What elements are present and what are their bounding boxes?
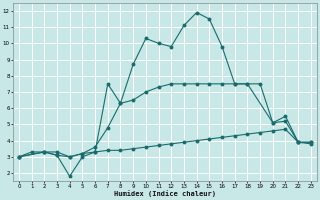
X-axis label: Humidex (Indice chaleur): Humidex (Indice chaleur) bbox=[114, 190, 216, 197]
